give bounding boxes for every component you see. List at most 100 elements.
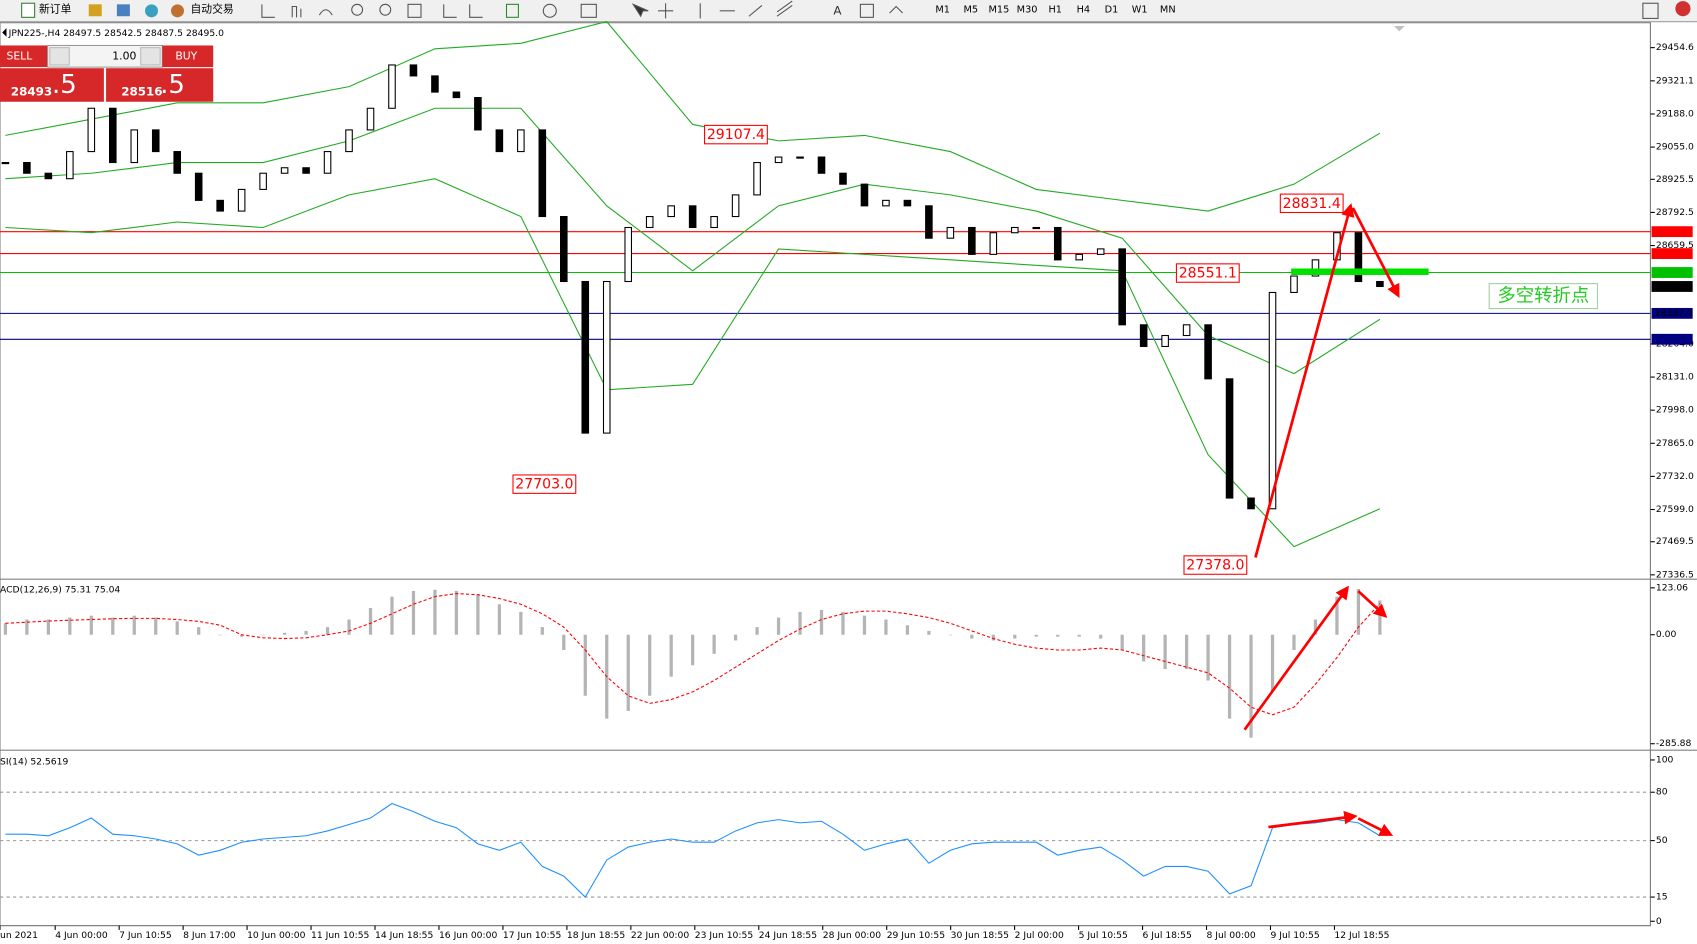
y-tick-label: 100 xyxy=(1656,754,1674,765)
bid-price[interactable]: 28493 xyxy=(11,85,52,99)
timeframe-button[interactable]: H4 xyxy=(1077,5,1091,16)
candle xyxy=(753,161,761,196)
y-tick-label: 0 xyxy=(1656,916,1662,927)
candle xyxy=(323,151,332,174)
candle xyxy=(1075,253,1084,261)
macd-bar xyxy=(1270,634,1275,692)
macd-bar xyxy=(111,617,115,635)
timeframe-button[interactable]: M1 xyxy=(935,5,950,16)
notification-icon[interactable] xyxy=(1675,1,1691,17)
lot-up[interactable] xyxy=(140,47,161,66)
macd-bar xyxy=(46,619,50,635)
macd-bar xyxy=(1335,596,1339,635)
sell-button[interactable] xyxy=(0,45,48,68)
candle xyxy=(1354,232,1363,283)
candle xyxy=(602,280,611,434)
macd-bar xyxy=(347,619,351,635)
macd-bar xyxy=(175,621,179,635)
rsi-panel: 100 80 50 15 0 xyxy=(0,754,1674,927)
toolbar-tools[interactable]: A xyxy=(261,0,903,19)
auto-trade-button[interactable]: 自动交易 xyxy=(190,2,233,16)
candle xyxy=(130,129,139,164)
macd-bar xyxy=(390,596,394,635)
timeframe-button[interactable]: M15 xyxy=(989,5,1010,16)
sell-label[interactable]: SELL xyxy=(6,49,32,62)
y-tick-label: 29055.0 xyxy=(1656,142,1694,153)
candle xyxy=(173,151,182,174)
x-tick-label: 12 Jul 18:55 xyxy=(1334,930,1389,941)
macd-bar xyxy=(1077,634,1081,637)
macd-bar xyxy=(884,619,888,635)
search-icon[interactable] xyxy=(1642,2,1659,19)
candle xyxy=(1290,275,1298,293)
macd-bar xyxy=(1249,634,1253,738)
macd-bar xyxy=(1099,634,1103,639)
chart-header: JPN225-,H4 28497.5 28542.5 28487.5 28495… xyxy=(8,28,224,39)
macd-bar xyxy=(89,615,93,635)
y-tick-label: 27599.0 xyxy=(1656,504,1694,515)
new-order-icon[interactable] xyxy=(21,2,36,18)
lot-down[interactable] xyxy=(49,47,70,66)
note-box xyxy=(1488,283,1598,310)
macd-bar xyxy=(411,590,416,635)
ask-pips[interactable]: .5 xyxy=(160,70,185,100)
ask-button[interactable] xyxy=(106,68,214,102)
timeframe-button[interactable]: M5 xyxy=(964,5,979,16)
candle xyxy=(452,91,461,99)
toolbar-icon[interactable] xyxy=(88,4,102,17)
x-tick-label: un 2021 xyxy=(0,930,38,941)
lot-value[interactable]: 1.00 xyxy=(112,49,136,62)
x-tick-label: 22 Jun 00:00 xyxy=(631,930,690,941)
buy-label[interactable]: BUY xyxy=(175,49,197,62)
candle xyxy=(1225,378,1234,499)
macd-bar xyxy=(218,634,222,636)
turning-zone-bar xyxy=(1291,268,1429,275)
timeframe-button[interactable]: W1 xyxy=(1132,5,1148,16)
candle xyxy=(431,75,439,93)
bid-button[interactable] xyxy=(0,68,104,102)
timeframe-button[interactable]: MN xyxy=(1160,5,1176,16)
svg-text:A: A xyxy=(833,3,842,17)
ask-price[interactable]: 28516 xyxy=(121,85,162,99)
macd-bar xyxy=(626,634,630,711)
candle xyxy=(1032,226,1041,230)
x-tick-label: 9 Jul 10:55 xyxy=(1270,930,1319,941)
x-tick-label: 29 Jun 10:55 xyxy=(887,930,946,941)
y-tick-label: 28131.0 xyxy=(1656,372,1694,383)
macd-bar xyxy=(1163,634,1167,670)
x-tick-label: 2 Jul 00:00 xyxy=(1015,930,1064,941)
macd-bar xyxy=(1056,634,1060,637)
buy-button[interactable] xyxy=(162,45,214,68)
rsi-line xyxy=(5,802,1381,898)
y-tick-label: 29454.6 xyxy=(1656,42,1694,53)
timeframe-button[interactable]: H1 xyxy=(1048,5,1062,16)
candle xyxy=(109,107,117,164)
x-tick-label: 18 Jun 18:55 xyxy=(567,930,626,941)
price-line-tag xyxy=(1651,248,1693,259)
macd-bar xyxy=(1292,634,1296,650)
macd-bar xyxy=(927,630,931,635)
candle xyxy=(710,216,718,229)
y-tick-label: 0.00 xyxy=(1656,629,1677,640)
macd-bar xyxy=(1184,634,1189,670)
macd-bar xyxy=(733,634,738,641)
macd-bar xyxy=(648,634,652,696)
bid-pips[interactable]: .5 xyxy=(52,70,77,100)
current-price-label: 28495.0 xyxy=(1655,281,1693,292)
candle xyxy=(581,280,590,434)
price-line-tag xyxy=(1651,226,1693,238)
x-tick-label: 23 Jun 10:55 xyxy=(695,930,754,941)
macd-bar xyxy=(1120,634,1124,650)
toolbar-icon[interactable] xyxy=(116,4,130,17)
macd-bar xyxy=(1142,634,1146,662)
candle xyxy=(388,64,396,109)
timeframe-button[interactable]: D1 xyxy=(1105,5,1119,16)
x-tick-label: 6 Jul 18:55 xyxy=(1143,930,1192,941)
timeframe-button[interactable]: M30 xyxy=(1017,5,1038,16)
toolbar-icon[interactable] xyxy=(145,4,159,18)
y-tick-label: 29188.0 xyxy=(1656,108,1694,119)
new-order-button[interactable]: 新订单 xyxy=(39,2,72,16)
y-tick-label: 123.06 xyxy=(1656,582,1688,593)
macd-panel: 123.06 0.00 -285.88 xyxy=(3,582,1691,749)
auto-trade-icon[interactable] xyxy=(170,4,184,18)
